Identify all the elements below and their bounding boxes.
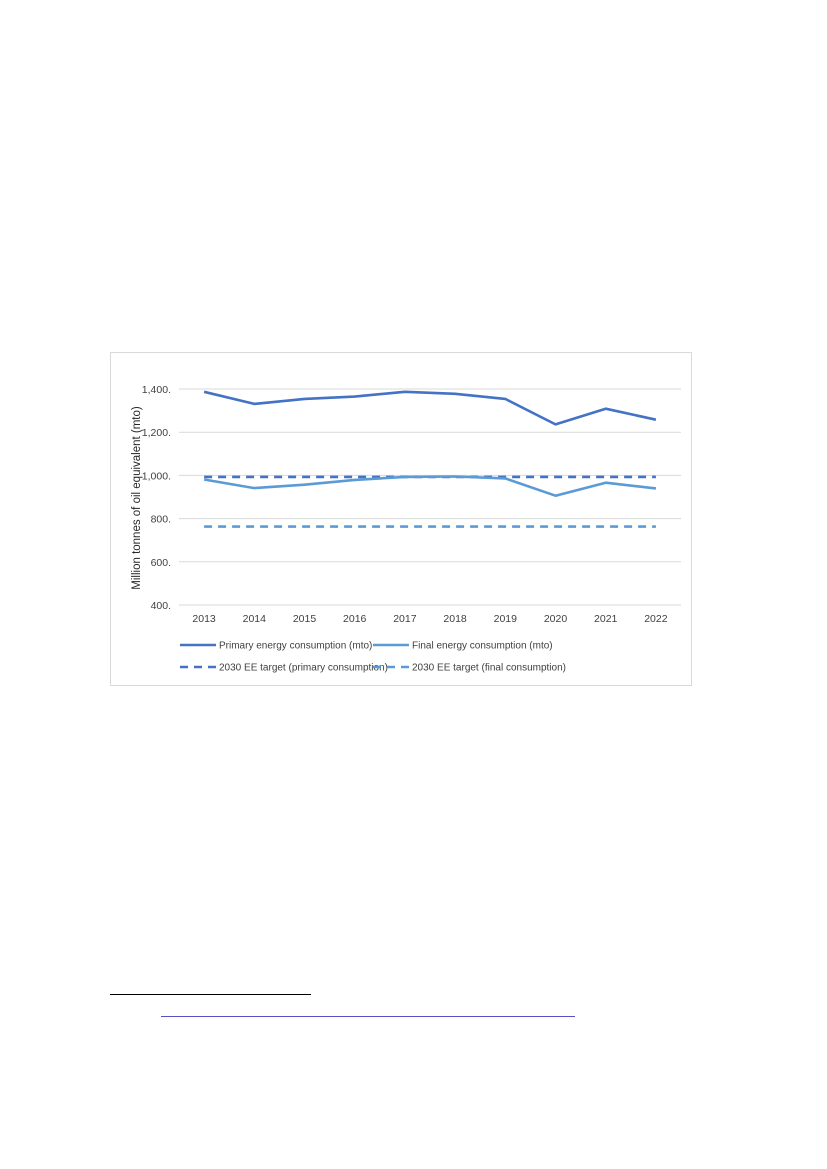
y-tick-label: 800. bbox=[151, 514, 171, 526]
legend-label: 2030 EE target (final consumption) bbox=[412, 663, 566, 674]
legend: Primary energy consumption (mto) Final en… bbox=[180, 641, 566, 674]
x-axis-ticks: 2013 2014 2015 2016 2017 2018 2019 2020 2021 2022 bbox=[192, 613, 667, 625]
footnote-separator bbox=[110, 994, 311, 995]
x-tick-label: 2021 bbox=[594, 613, 618, 625]
y-tick-label: 400. bbox=[151, 600, 171, 612]
y-tick-label: 600. bbox=[151, 557, 171, 569]
x-tick-label: 2014 bbox=[243, 613, 267, 625]
footnote-link[interactable] bbox=[161, 1016, 575, 1017]
y-axis-title: Million tonnes of oil equivalent (mto) bbox=[131, 406, 143, 590]
legend-label: Final energy consumption (mto) bbox=[412, 641, 553, 652]
series-line-1 bbox=[203, 390, 657, 426]
x-tick-label: 2013 bbox=[192, 613, 216, 625]
line-chart: 400.600.800.1,000.1,200.1,400. 2013 2014 2… bbox=[131, 384, 681, 674]
legend-label: Primary energy consumption (mto) bbox=[219, 641, 372, 652]
x-tick-label: 2022 bbox=[644, 613, 668, 625]
x-tick-label: 2018 bbox=[443, 613, 467, 625]
series-line-2 bbox=[203, 475, 657, 497]
x-tick-label: 2017 bbox=[393, 613, 417, 625]
x-tick-label: 2019 bbox=[494, 613, 518, 625]
y-axis-ticks: 400. 600. 800. 1,000. 1,200. 1,400. bbox=[142, 384, 171, 612]
y-tick-label: 1,400. bbox=[142, 384, 171, 396]
x-tick-label: 2015 bbox=[293, 613, 317, 625]
x-tick-label: 2020 bbox=[544, 613, 568, 625]
y-tick-label: 1,200. bbox=[142, 427, 171, 439]
y-tick-label: 1,000. bbox=[142, 470, 171, 482]
legend-label: 2030 EE target (primary consumption) bbox=[219, 663, 388, 674]
grid-lines bbox=[179, 388, 681, 606]
x-tick-label: 2016 bbox=[343, 613, 367, 625]
series-lines bbox=[203, 390, 657, 528]
chart-frame: 400. 600. 800. 1,000. 1,200. 1,400. 2013 2014 2… bbox=[110, 352, 692, 686]
